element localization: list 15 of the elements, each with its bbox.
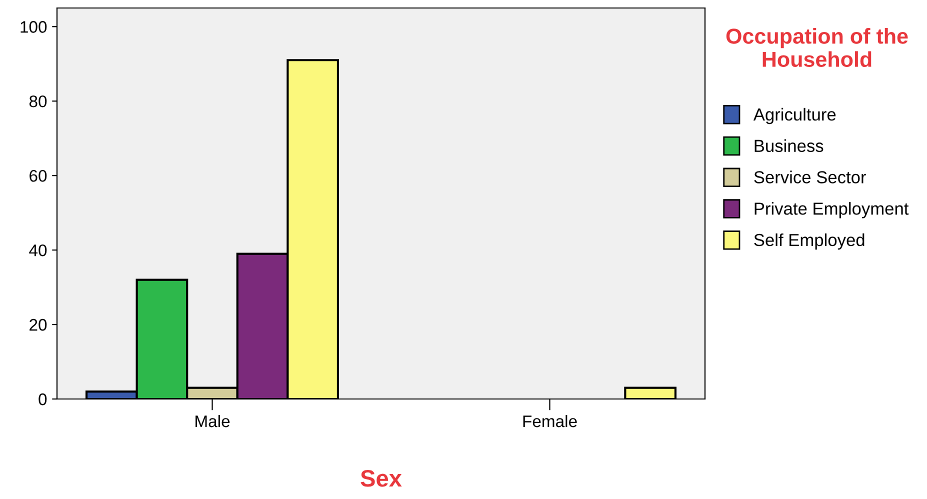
y-tick-label: 80 [29,95,47,108]
legend-label: Business [754,139,824,152]
legend-label: Service Sector [754,170,866,184]
y-tick-label: 60 [30,170,47,182]
y-tick-label: 0 [38,393,47,406]
legend-title: Occupation of the Household [726,28,908,67]
x-axis-title: Sex [360,470,402,487]
y-tick-label: 40 [29,244,47,256]
y-tick-label: 100 [20,21,47,33]
legend-label: Agriculture [753,108,836,124]
y-tick-label: 20 [30,318,47,331]
x-tick-label: Female [523,414,577,428]
legend-label: Self Employed [754,233,864,250]
x-tick-label: Male [196,414,230,428]
legend-label: Private Employment [754,202,909,218]
